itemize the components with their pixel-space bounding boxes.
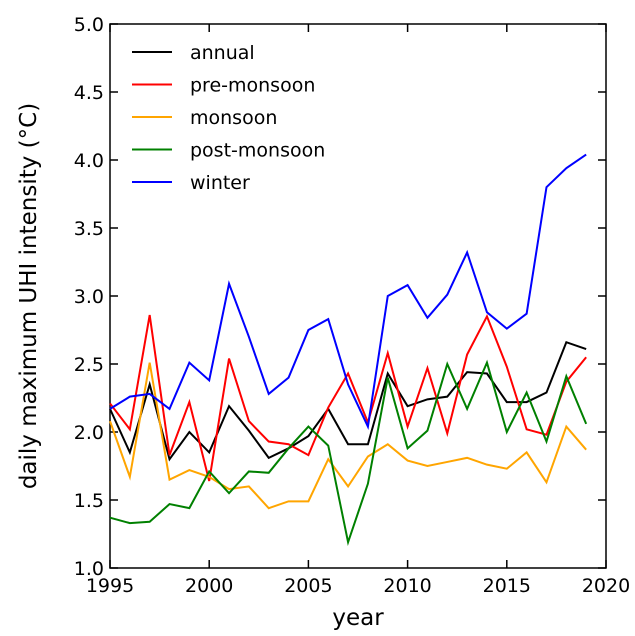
legend-label: pre-monsoon: [190, 75, 315, 97]
series-line: [109, 362, 587, 510]
y-tick-label: 3.5: [74, 218, 104, 240]
legend-label: annual: [190, 42, 255, 64]
x-tick-label: 2015: [483, 575, 531, 597]
y-tick-label: 4.5: [74, 82, 104, 104]
plot-frame: [109, 23, 607, 569]
x-tick-label: 2000: [185, 575, 233, 597]
series-line: [109, 153, 587, 430]
y-tick-label: 3.0: [74, 286, 104, 308]
series-line: [109, 313, 587, 482]
legend-label: monsoon: [190, 107, 277, 129]
legend-label: winter: [190, 172, 250, 194]
y-tick-label: 1.0: [74, 558, 104, 580]
x-tick-label: 1995: [86, 575, 134, 597]
series-line: [109, 359, 588, 546]
x-tick-label: 2020: [582, 575, 630, 597]
y-tick-label: 4.0: [74, 150, 104, 172]
x-tick-label: 2005: [284, 575, 332, 597]
legend-label: post-monsoon: [190, 140, 325, 162]
x-axis-label: year: [332, 605, 384, 631]
y-tick-label: 1.5: [74, 490, 104, 512]
y-axis-label: daily maximum UHI intensity (°C): [16, 103, 42, 489]
y-tick-label: 2.0: [74, 422, 104, 444]
y-tick-label: 2.5: [74, 354, 104, 376]
series-line: [109, 340, 587, 462]
y-tick-label: 5.0: [74, 14, 104, 36]
x-tick-label: 2010: [383, 575, 431, 597]
